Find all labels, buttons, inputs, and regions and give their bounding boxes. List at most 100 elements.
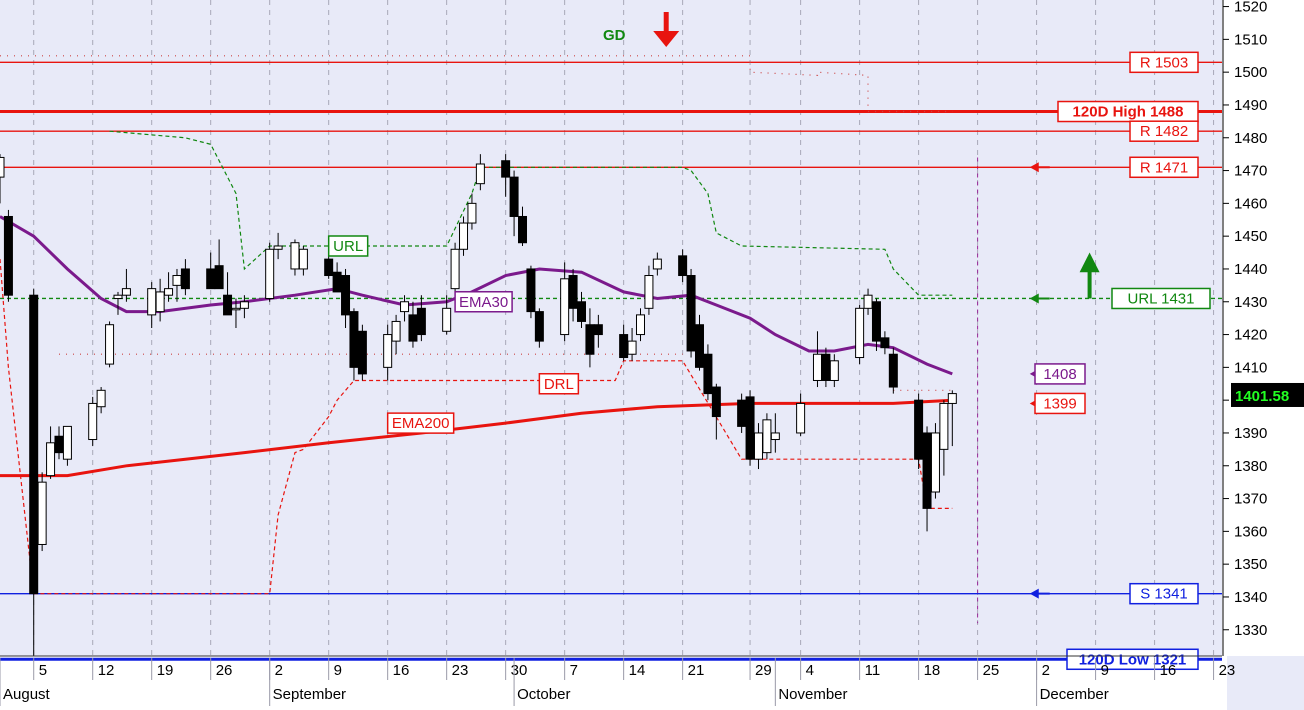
candle-body-up [155,291,165,313]
x-tick-label: 16 [1160,662,1177,679]
x-tick-label: 18 [924,662,941,679]
candles [0,154,957,656]
annotation-ema200-label: EMA200 [392,415,450,432]
candle-body-down [416,307,426,336]
x-tick-label: 2 [1042,662,1050,679]
candle-body-down [29,294,39,595]
annotation-ema30-label: EMA30 [459,294,508,311]
candle-body-up [37,481,47,545]
candle-body-down [324,258,334,277]
candle-body-up [147,288,157,316]
level-r1482-label: R 1482 [1140,123,1188,140]
level-r1503-label: R 1503 [1140,54,1188,71]
corner-box [1227,656,1304,710]
month-label: August [3,686,51,703]
candle-body-up [930,432,940,493]
candle-body-down [501,160,511,178]
y-tick-label: 1480 [1234,130,1267,147]
right-value-ema30-box [1034,363,1086,385]
line-url-trail [109,130,953,296]
month-label: October [517,686,570,703]
level-r1482-box [1129,120,1199,142]
y-tick-label: 1510 [1234,31,1267,48]
y-tick-label: 1340 [1234,589,1267,606]
y-axis-band [1222,0,1304,710]
candle-body-down [737,399,747,427]
line-drl-trail [0,259,953,595]
candle-body-up [450,248,460,290]
x-axis-band [0,656,1222,710]
candle-body-up [855,307,865,359]
x-tick-label: 21 [688,662,705,679]
candle-body-up [560,278,570,336]
candle-body-down [694,324,704,368]
x-tick-label: 7 [570,662,578,679]
annotation-ema200-box [386,412,455,434]
candle-body-down [357,330,367,375]
candle-body-up [770,432,780,441]
candle-body-up [796,402,806,434]
candle-body-down [206,268,216,290]
candle-body-down [534,311,544,342]
candle-body-down [593,324,603,336]
candle-body-down [214,265,224,290]
month-label: September [273,686,346,703]
y-tick-label: 1370 [1234,491,1267,508]
candle-body-down [678,255,688,277]
candle-body-down [914,399,924,460]
current-price-box [1231,382,1304,407]
candle-body-down [821,353,831,381]
annotation-drl-box [538,373,580,395]
y-tick-label: 1430 [1234,294,1267,311]
candle-body-down [223,294,233,316]
candle-body-up [0,156,5,178]
candle-body-up [121,288,131,296]
candle-body-down [509,176,519,217]
line-dotted-upper [0,55,953,113]
y-tick-label: 1360 [1234,523,1267,540]
x-tick-label: 30 [511,662,528,679]
level-high120-label: 120D High 1488 [1073,104,1184,121]
url-level-box [1111,287,1211,310]
candle-body-up [400,301,410,313]
candle-body-up [172,275,182,286]
candle-body-up [812,353,822,381]
x-tick-label: 23 [1219,662,1236,679]
candle-body-up [635,314,645,336]
x-tick-label: 12 [98,662,115,679]
y-tick-label: 1490 [1234,97,1267,114]
candle-body-up [290,242,300,270]
candle-body-down [332,271,342,293]
x-tick-label: 14 [629,662,646,679]
up-arrow-head [1079,252,1100,273]
candle-body-up [947,393,957,404]
candle-body-up [459,222,469,250]
s1341-arrow-head [1029,588,1039,599]
grid [33,0,1215,656]
right-value-ema200-box [1034,392,1086,415]
y-tick-label: 1440 [1234,261,1267,278]
candle-body-up [627,340,637,355]
annotation-url-label: URL [333,238,363,255]
right-value-ema200-label: 1399 [1043,395,1076,412]
x-tick-label: 29 [755,662,772,679]
r1471-arrow-head [1029,162,1039,173]
annotations: URL EMA30 DRL EMA200 1408 1399 GD [327,12,1100,599]
candle-body-down [619,334,629,359]
candle-body-down [3,215,13,296]
x-tick-label: 4 [806,662,814,679]
candle-body-up [644,275,654,309]
candle-body-up [265,248,275,299]
candle-body-down [568,275,578,309]
candle-body-up [96,389,106,408]
candle-body-up [383,334,393,368]
url-arrow-head [1029,293,1039,304]
annotation-drl-label: DRL [544,376,574,393]
candle-body-down [880,337,890,349]
candle-body-down [526,268,536,313]
level-r1471-box [1129,156,1199,179]
month-label: December [1040,686,1109,703]
candle-body-up [939,402,949,450]
candle-body-down [888,353,898,388]
